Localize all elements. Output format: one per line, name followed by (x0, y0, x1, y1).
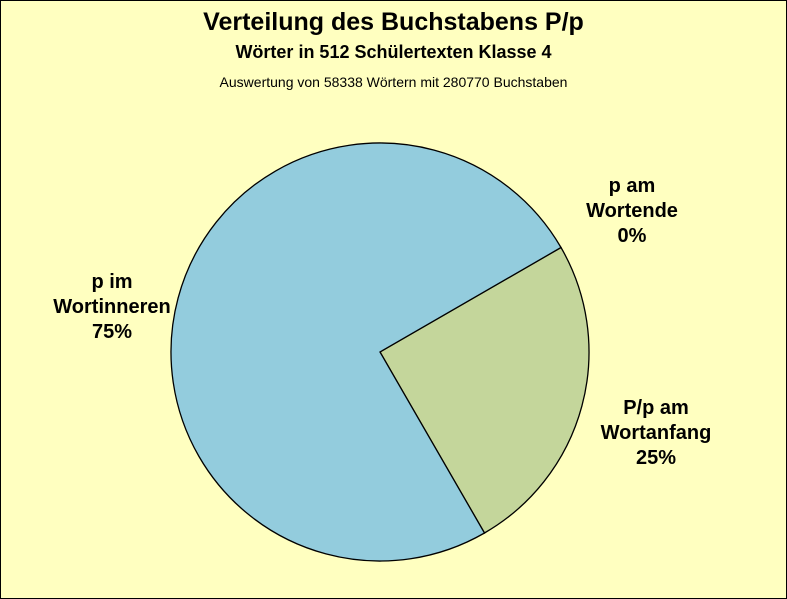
chart-title: Verteilung des Buchstabens P/p (203, 8, 584, 36)
pie-slice-p-im-wortinneren (170, 142, 562, 562)
chart-subtitle: Wörter in 512 Schülertexten Klasse 4 (235, 42, 552, 62)
slice-label-p-p-am-wortanfang: P/p am Wortanfang 25% (601, 397, 712, 469)
slice-label-p-am-wortende: p am Wortende 0% (586, 175, 678, 247)
chart-note: Auswertung von 58338 Wörtern mit 280770 … (219, 74, 568, 90)
slice-label-p-im-wortinneren: p im Wortinneren 75% (53, 271, 170, 343)
pie-slice-p-p-am-wortanfang (379, 246, 590, 534)
